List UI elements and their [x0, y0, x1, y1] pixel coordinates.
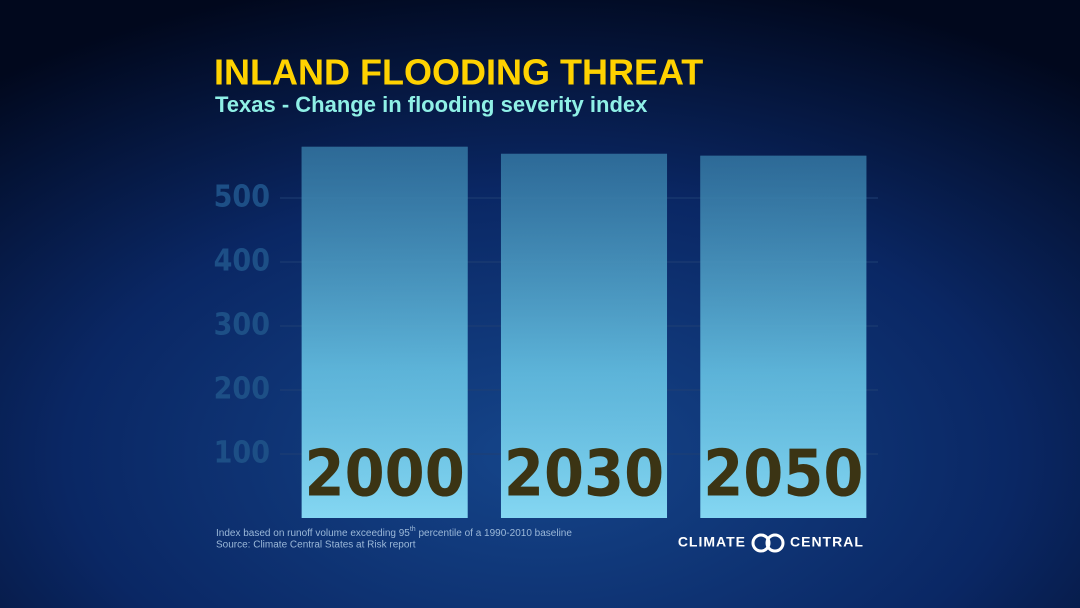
x-tick-label: 2000 — [305, 438, 465, 512]
logo-text: CLIMATE — [678, 534, 746, 550]
logo-icon — [765, 533, 785, 553]
logo-text: CENTRAL — [790, 534, 864, 550]
logo: CLIMATE CENTRAL — [678, 533, 864, 553]
note-text: percentile of a 1990-2010 baseline — [416, 528, 573, 539]
y-tick-label: 300 — [214, 308, 270, 343]
note-sup: th — [410, 526, 416, 533]
bar-shade — [500, 153, 668, 518]
logo-icon — [751, 533, 771, 553]
y-tick-label: 400 — [214, 244, 270, 279]
note-text: Index based on runoff volume exceeding 9… — [216, 528, 410, 539]
source: Source: Climate Central States at Risk r… — [216, 540, 416, 551]
y-tick-label: 100 — [214, 436, 270, 471]
note: Index based on runoff volume exceeding 9… — [216, 526, 572, 539]
chart-title: INLAND FLOODING THREAT — [214, 52, 703, 93]
bar-shade — [301, 146, 468, 519]
bar-shade — [700, 155, 867, 518]
x-tick-label: 2050 — [703, 438, 863, 512]
y-tick-label: 200 — [214, 372, 270, 407]
x-tick-label: 2030 — [504, 438, 664, 512]
chart-subtitle: Texas - Change in flooding severity inde… — [215, 92, 648, 117]
y-tick-label: 500 — [214, 180, 270, 215]
